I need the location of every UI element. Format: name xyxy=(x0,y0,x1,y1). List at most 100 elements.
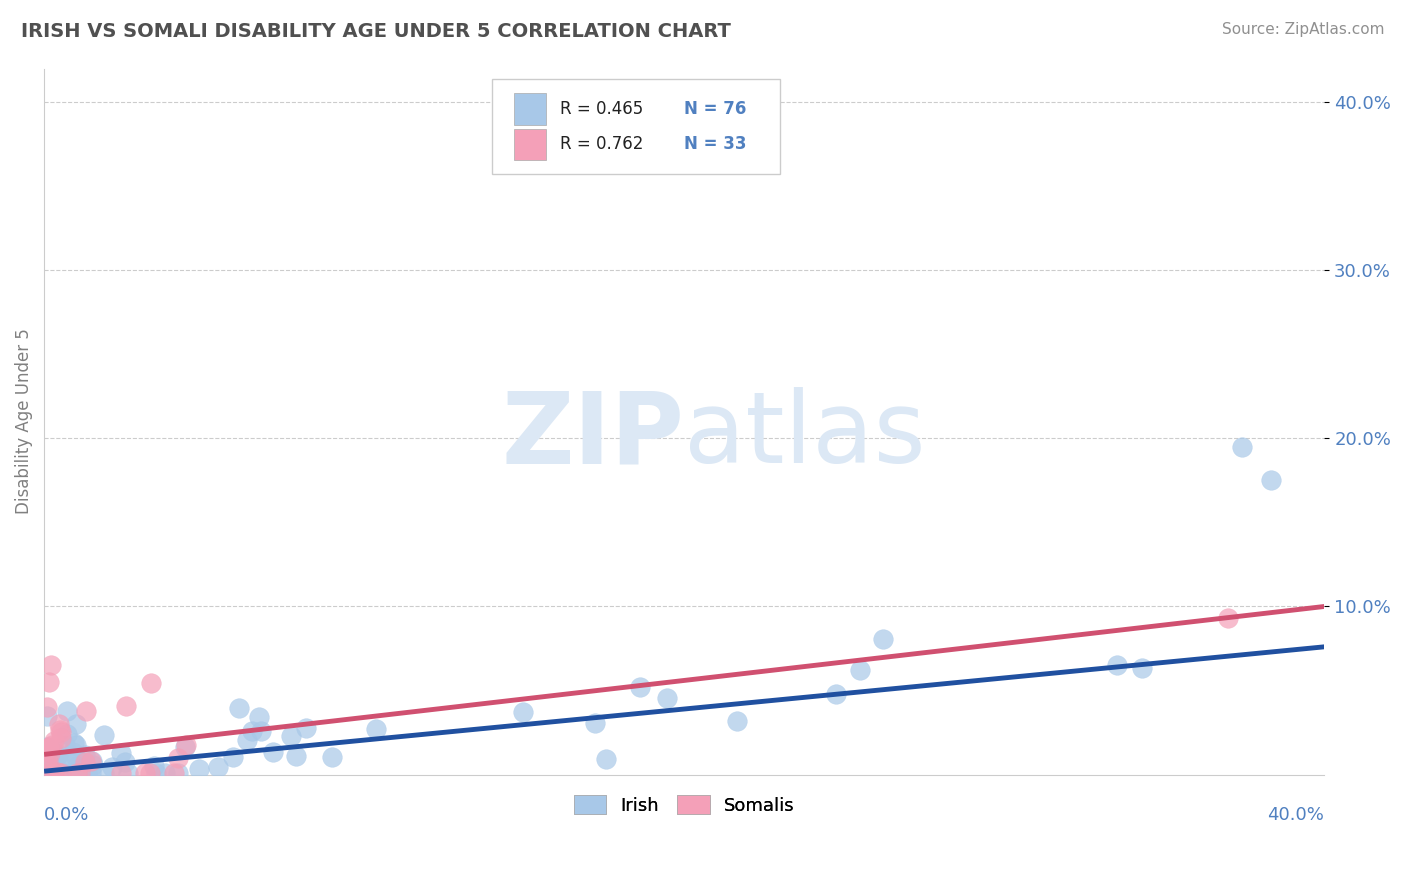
Point xyxy=(872,632,894,646)
Point xyxy=(247,709,270,723)
Y-axis label: Disability Age Under 5: Disability Age Under 5 xyxy=(15,328,32,515)
Text: ZIP: ZIP xyxy=(502,387,685,484)
Point xyxy=(595,752,617,766)
Point xyxy=(41,765,63,780)
Point xyxy=(101,760,124,774)
Point xyxy=(38,740,60,755)
Point xyxy=(725,714,748,728)
Point xyxy=(65,738,87,752)
Point xyxy=(110,746,132,760)
Point xyxy=(39,765,62,780)
Point xyxy=(142,758,165,772)
Point xyxy=(55,704,77,718)
Point xyxy=(39,765,62,780)
Point xyxy=(93,765,115,780)
Point xyxy=(49,723,72,737)
Point xyxy=(115,698,138,713)
Point xyxy=(51,724,73,739)
Point xyxy=(48,717,70,731)
Point xyxy=(63,765,86,780)
Point xyxy=(44,765,66,780)
FancyBboxPatch shape xyxy=(515,128,546,161)
Point xyxy=(51,765,73,780)
Point xyxy=(145,765,167,780)
Point xyxy=(1130,661,1153,675)
Point xyxy=(153,765,176,780)
Point xyxy=(46,764,69,779)
Point xyxy=(114,755,136,769)
Point xyxy=(250,724,273,739)
Text: N = 76: N = 76 xyxy=(685,100,747,118)
Point xyxy=(38,675,60,690)
Point xyxy=(69,765,91,780)
Point xyxy=(1260,474,1282,488)
Point xyxy=(42,734,65,748)
Point xyxy=(65,765,87,780)
Point xyxy=(1232,440,1254,454)
Point xyxy=(75,704,97,718)
Text: R = 0.465: R = 0.465 xyxy=(560,100,644,118)
Point xyxy=(228,700,250,714)
Point xyxy=(512,706,534,720)
Point xyxy=(66,765,89,780)
Point xyxy=(295,721,318,735)
Point xyxy=(37,756,59,771)
Point xyxy=(56,727,79,741)
Point xyxy=(41,658,63,673)
Point xyxy=(73,755,96,769)
Point xyxy=(49,765,72,780)
Point xyxy=(167,765,190,780)
Point xyxy=(221,750,243,764)
Point xyxy=(280,729,302,743)
Point xyxy=(235,732,257,747)
Point xyxy=(82,754,104,768)
Point xyxy=(163,765,186,780)
Point xyxy=(628,680,651,694)
Point xyxy=(110,765,132,780)
Point xyxy=(38,754,60,768)
Point xyxy=(45,749,67,764)
Point xyxy=(824,687,846,701)
Point xyxy=(58,754,80,768)
Point xyxy=(1105,658,1128,673)
Point xyxy=(139,765,162,780)
Point xyxy=(117,765,139,780)
Point xyxy=(39,763,62,777)
Point xyxy=(37,741,59,756)
Point xyxy=(63,736,86,750)
Point xyxy=(66,758,89,772)
Point xyxy=(39,746,62,760)
Point xyxy=(176,739,198,753)
Text: 0.0%: 0.0% xyxy=(44,806,90,824)
Point xyxy=(37,765,59,780)
Point xyxy=(139,676,162,690)
Point xyxy=(37,765,59,780)
Point xyxy=(76,765,98,780)
Point xyxy=(364,722,387,736)
Point xyxy=(41,738,63,752)
Point xyxy=(37,742,59,756)
Point xyxy=(41,745,63,759)
Point xyxy=(240,723,263,738)
Point xyxy=(321,749,343,764)
Text: IRISH VS SOMALI DISABILITY AGE UNDER 5 CORRELATION CHART: IRISH VS SOMALI DISABILITY AGE UNDER 5 C… xyxy=(21,22,731,41)
Point xyxy=(37,747,59,762)
Point xyxy=(1218,611,1240,625)
Point xyxy=(262,745,284,759)
Point xyxy=(65,716,87,731)
Point xyxy=(37,754,59,768)
Point xyxy=(53,738,76,752)
Point xyxy=(848,663,870,677)
Point xyxy=(166,751,188,765)
Point xyxy=(46,765,69,780)
Point xyxy=(73,747,96,762)
Point xyxy=(37,739,59,754)
Point xyxy=(93,728,115,742)
Text: Source: ZipAtlas.com: Source: ZipAtlas.com xyxy=(1222,22,1385,37)
Point xyxy=(46,747,69,762)
Point xyxy=(37,700,59,714)
Text: atlas: atlas xyxy=(685,387,927,484)
Point xyxy=(62,745,84,759)
Point xyxy=(49,731,72,746)
Point xyxy=(75,765,97,780)
